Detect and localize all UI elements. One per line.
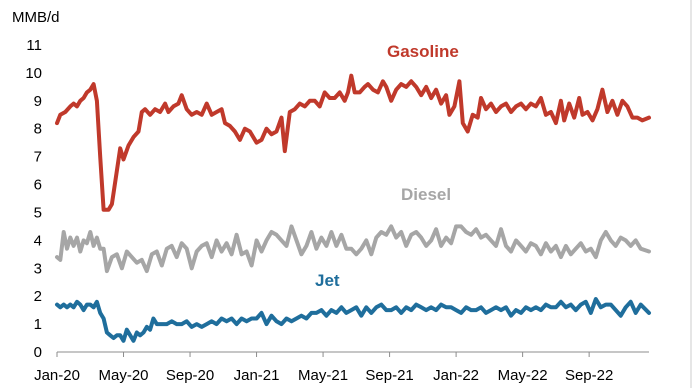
series-label-gasoline: Gasoline xyxy=(387,42,459,61)
y-axis-tick-labels: 0 1 2 3 4 5 6 7 8 9 10 11 xyxy=(25,37,42,361)
x-tick-label: Jan-22 xyxy=(433,367,479,384)
y-tick-label: 3 xyxy=(34,260,42,277)
series-line-gasoline xyxy=(55,73,651,212)
x-tick-label: May-21 xyxy=(298,367,348,384)
series-label-diesel: Diesel xyxy=(401,185,451,204)
x-tick-label: Sep-20 xyxy=(166,367,214,384)
y-tick-label: 9 xyxy=(34,93,42,110)
x-tick-label: May-22 xyxy=(498,367,548,384)
y-tick-label: 2 xyxy=(34,288,42,305)
series-line-jet xyxy=(55,297,651,343)
y-tick-label: 8 xyxy=(34,121,42,138)
y-tick-label: 1 xyxy=(34,316,42,333)
series-labels: Gasoline Diesel Jet xyxy=(315,42,459,290)
y-tick-label: 7 xyxy=(34,149,42,166)
y-tick-label: 0 xyxy=(34,344,42,361)
y-tick-label: 4 xyxy=(34,232,42,249)
x-tick-label: May-20 xyxy=(99,367,149,384)
x-tick-label: Jan-20 xyxy=(34,367,80,384)
y-tick-label: 6 xyxy=(34,177,42,194)
series-line-diesel xyxy=(55,224,651,274)
x-tick-label: Sep-21 xyxy=(365,367,413,384)
y-tick-label: 5 xyxy=(34,204,42,221)
x-tick-label: Jan-21 xyxy=(234,367,280,384)
panel-border xyxy=(690,0,692,388)
x-tick-label: Sep-22 xyxy=(565,367,613,384)
y-tick-label: 10 xyxy=(25,65,42,82)
y-axis-unit-label: MMB/d xyxy=(12,9,60,26)
x-axis-ticks: Jan-20 May-20 Sep-20 Jan-21 May-21 Sep-21 Jan-… xyxy=(34,352,613,384)
series-label-jet: Jet xyxy=(315,271,340,290)
y-tick-label: 11 xyxy=(26,37,42,54)
series-lines xyxy=(55,73,651,343)
